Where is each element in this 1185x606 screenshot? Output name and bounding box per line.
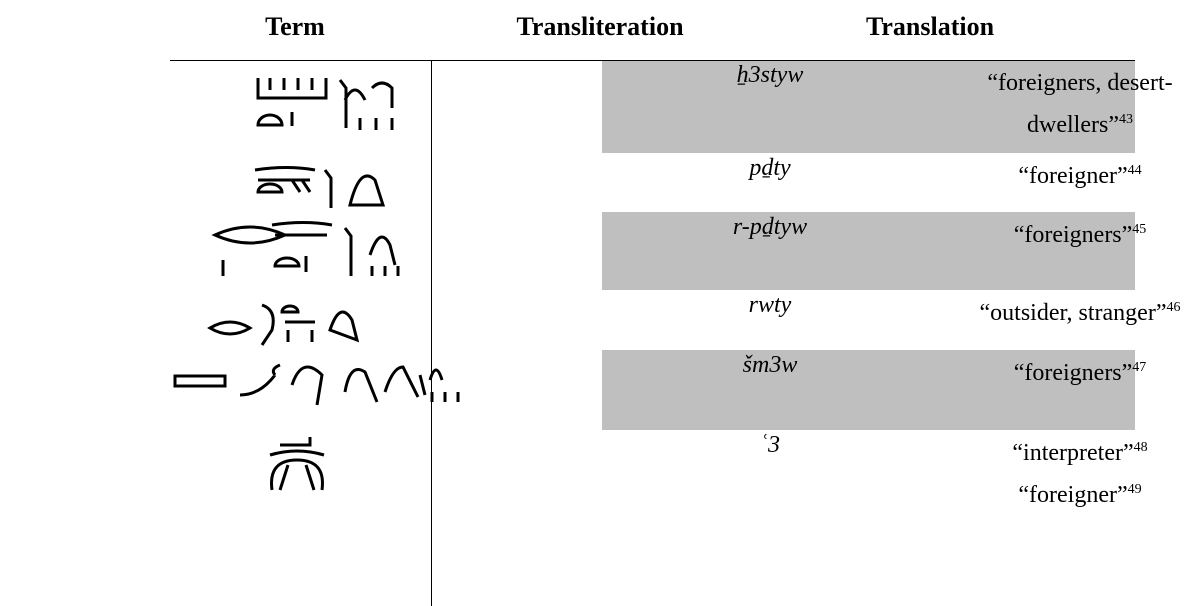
column-rule bbox=[431, 60, 432, 606]
header-translation: Translation bbox=[865, 12, 995, 41]
translation-cell: “interpreter”48 “foreigner”49 bbox=[945, 432, 1185, 516]
footnote-ref: 45 bbox=[1132, 222, 1147, 237]
transliteration: ʿ3 bbox=[760, 432, 780, 458]
table-row: pḏty “foreigner”44 bbox=[170, 153, 1141, 212]
translation-line: “interpreter”48 bbox=[945, 432, 1185, 474]
translation-cell: “foreigners, desert-dwellers”43 bbox=[945, 62, 1185, 146]
translation-line: “foreigners, desert-dwellers”43 bbox=[945, 62, 1185, 146]
translation-line: “outsider, stranger”46 bbox=[945, 292, 1185, 334]
footnote-ref: 48 bbox=[1133, 440, 1148, 455]
translation-cell: “foreigner”44 bbox=[945, 155, 1185, 197]
table-row: šm3w “foreigners”47 bbox=[170, 350, 1146, 430]
header-term: Term bbox=[265, 12, 325, 41]
transliteration: r-pḏtyw bbox=[732, 214, 808, 240]
translation-cell: “outsider, stranger”46 bbox=[945, 292, 1185, 334]
translation-cell: “foreigners”47 bbox=[945, 352, 1185, 394]
table-row: ẖ3styw “foreigners, desert-dwellers”43 bbox=[170, 60, 1173, 153]
header-transliteration: Transliteration bbox=[516, 12, 684, 41]
transliteration: šm3w bbox=[742, 352, 798, 378]
translation-line: “foreigner”44 bbox=[945, 155, 1185, 197]
translation-line: “foreigners”45 bbox=[945, 214, 1185, 256]
transliteration: rwty bbox=[748, 292, 792, 318]
translation: “foreigners” bbox=[1013, 222, 1133, 248]
footnote-ref: 43 bbox=[1118, 112, 1133, 127]
transliteration: pḏty bbox=[749, 155, 791, 181]
footnote-ref: 44 bbox=[1127, 163, 1142, 178]
table-top-rule bbox=[170, 60, 1135, 61]
row-shading bbox=[602, 350, 1135, 430]
translation: “foreigners, desert-dwellers” bbox=[987, 70, 1173, 138]
footnote-ref: 46 bbox=[1166, 300, 1181, 315]
table-row: rwty “outsider, stranger”46 bbox=[170, 290, 1181, 350]
translation: “outsider, stranger” bbox=[979, 300, 1167, 326]
row-shading bbox=[602, 60, 1135, 153]
translation: “foreigners” bbox=[1013, 360, 1133, 386]
translation-cell: “foreigners”45 bbox=[945, 214, 1185, 256]
row-shading bbox=[602, 212, 1135, 290]
translation: “foreigner” bbox=[1018, 163, 1128, 189]
translation: “interpreter” bbox=[1012, 440, 1134, 466]
table-row: r-pḏtyw “foreigners”45 bbox=[170, 212, 1146, 290]
table-row: ʿ3 “interpreter”48 “foreigner”49 bbox=[170, 430, 1148, 606]
footnote-ref: 47 bbox=[1132, 360, 1147, 375]
translation-line: “foreigner”49 bbox=[945, 474, 1185, 516]
translation-line: “foreigners”47 bbox=[945, 352, 1185, 394]
translation: “foreigner” bbox=[1018, 482, 1128, 508]
transliteration: ẖ3styw bbox=[736, 62, 804, 88]
footnote-ref: 49 bbox=[1127, 482, 1142, 497]
